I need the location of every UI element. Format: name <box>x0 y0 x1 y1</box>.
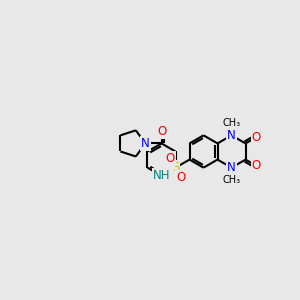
Text: O: O <box>176 170 185 184</box>
Text: O: O <box>252 131 261 144</box>
Text: CH₃: CH₃ <box>223 118 241 128</box>
Text: O: O <box>252 159 261 172</box>
Text: S: S <box>172 161 179 174</box>
Text: N: N <box>227 161 236 174</box>
Text: O: O <box>157 124 166 138</box>
Text: NH: NH <box>153 169 170 182</box>
Text: N: N <box>227 129 236 142</box>
Text: N: N <box>141 137 150 150</box>
Text: O: O <box>166 152 175 165</box>
Text: CH₃: CH₃ <box>223 175 241 185</box>
